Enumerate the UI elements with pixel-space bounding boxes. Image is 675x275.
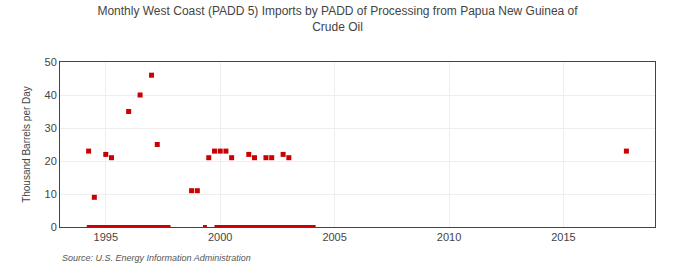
svg-text:2000: 2000 [208,231,232,243]
svg-text:50: 50 [45,56,57,68]
svg-text:Monthly West Coast (PADD 5) Im: Monthly West Coast (PADD 5) Imports by P… [97,4,578,34]
svg-text:10: 10 [45,188,57,200]
svg-text:30: 30 [45,122,57,134]
svg-text:Source: U.S. Energy Informatio: Source: U.S. Energy Information Administ… [62,253,251,263]
svg-text:Thousand Barrels per Day: Thousand Barrels per Day [21,86,32,203]
svg-text:2010: 2010 [437,231,461,243]
svg-text:0: 0 [51,221,57,233]
svg-text:2005: 2005 [322,231,346,243]
svg-text:1995: 1995 [94,231,118,243]
svg-text:40: 40 [45,89,57,101]
svg-text:2015: 2015 [551,231,575,243]
svg-text:20: 20 [45,155,57,167]
